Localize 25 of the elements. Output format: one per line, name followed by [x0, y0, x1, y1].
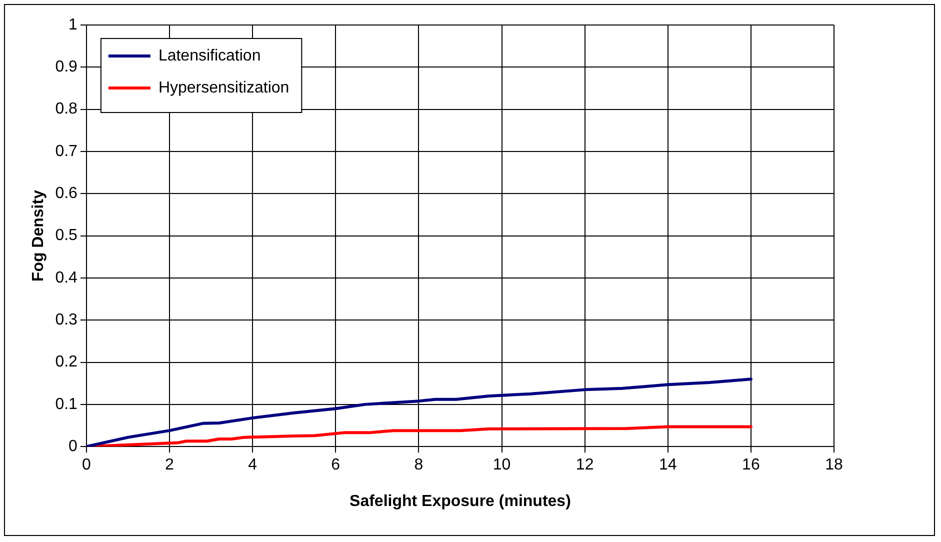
x-tick-label: 16 — [742, 456, 760, 474]
y-tick-label: 1 — [68, 16, 78, 34]
legend-label: Latensification — [158, 47, 261, 64]
x-tick-label: 10 — [492, 456, 511, 474]
x-tick-label: 14 — [658, 456, 677, 474]
y-tick-label: 0.6 — [55, 185, 78, 202]
y-tick-label: 0 — [68, 438, 78, 456]
y-tick-label: 0.1 — [55, 396, 78, 413]
x-tick-label: 6 — [331, 456, 340, 474]
y-tick-label: 0.4 — [55, 269, 78, 286]
x-axis-title: Safelight Exposure (minutes) — [350, 492, 571, 510]
x-tick-label: 4 — [248, 456, 258, 474]
legend-label: Hypersensitization — [158, 79, 290, 96]
x-tick-label: 8 — [414, 456, 424, 474]
x-tick-label: 18 — [825, 456, 843, 474]
x-tick-label: 2 — [165, 456, 174, 474]
y-tick-label: 0.7 — [55, 142, 78, 160]
y-tick-label: 0.9 — [55, 58, 78, 76]
x-tick-label: 12 — [576, 456, 594, 474]
y-tick-label: 0.2 — [55, 354, 78, 371]
y-tick-label: 0.3 — [55, 312, 78, 329]
y-tick-label: 0.5 — [55, 227, 78, 244]
y-tick-label: 0.8 — [55, 100, 78, 118]
y-axis-title: Fog Density — [30, 190, 48, 282]
x-tick-label: 0 — [82, 456, 91, 474]
